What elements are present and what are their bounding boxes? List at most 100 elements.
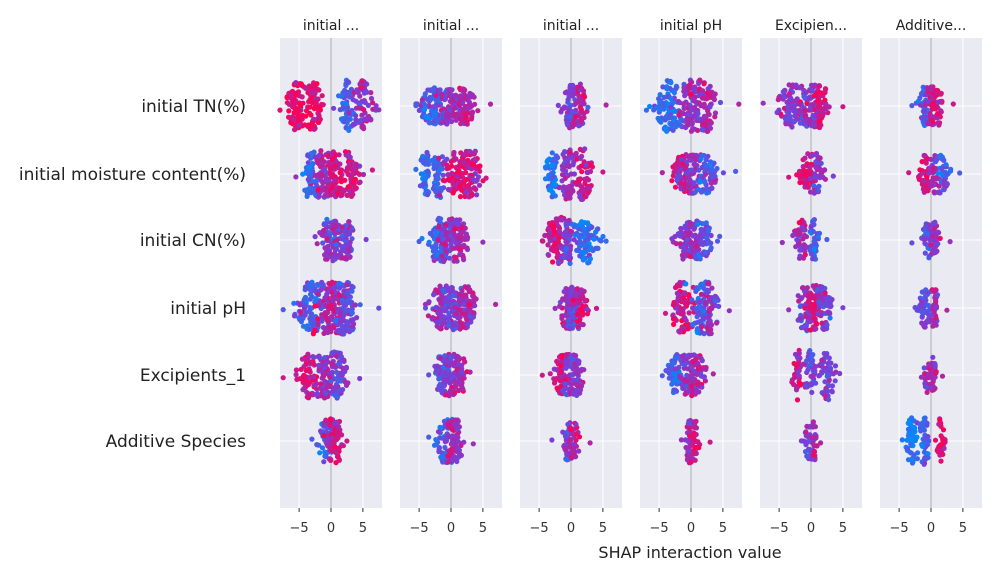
shap-point — [376, 306, 381, 311]
shap-point — [421, 101, 426, 106]
shap-point — [689, 168, 694, 173]
shap-point — [297, 93, 302, 98]
shap-point — [702, 240, 707, 245]
shap-point — [578, 307, 583, 312]
shap-point — [727, 308, 732, 313]
shap-point — [651, 107, 656, 112]
shap-point — [321, 284, 326, 289]
shap-point — [805, 117, 810, 122]
shap-point — [457, 314, 462, 319]
shap-point — [583, 163, 588, 168]
shap-point — [574, 377, 579, 382]
shap-point — [430, 315, 435, 320]
shap-point — [817, 84, 822, 89]
shap-point — [441, 259, 446, 264]
shap-point — [417, 239, 422, 244]
shap-point — [345, 193, 350, 198]
shap-point — [292, 313, 297, 318]
shap-point — [291, 301, 296, 306]
shap-point — [678, 329, 683, 334]
panel-title: initial ... — [543, 18, 599, 34]
shap-point — [678, 185, 683, 190]
shap-point — [557, 185, 562, 190]
shap-point — [715, 239, 720, 244]
x-tick-label: 0 — [447, 521, 455, 536]
shap-point — [577, 178, 582, 183]
shap-point — [585, 170, 590, 175]
shap-point — [684, 354, 689, 359]
shap-point — [349, 289, 354, 294]
shap-point — [453, 165, 458, 170]
shap-point — [557, 304, 562, 309]
shap-point — [437, 193, 442, 198]
shap-point — [664, 114, 669, 119]
shap-point — [461, 302, 466, 307]
shap-point — [671, 302, 676, 307]
shap-point — [681, 111, 686, 116]
shap-point — [470, 110, 475, 115]
shap-point — [438, 313, 443, 318]
shap-point — [454, 423, 459, 428]
shap-point — [546, 252, 551, 257]
shap-point — [337, 292, 342, 297]
shap-point — [582, 146, 587, 151]
shap-point — [702, 180, 707, 185]
shap-point — [558, 363, 563, 368]
shap-point — [556, 260, 561, 265]
shap-point — [358, 302, 363, 307]
shap-point — [703, 250, 708, 255]
shap-point — [457, 252, 462, 257]
shap-point — [441, 185, 446, 190]
shap-point — [436, 224, 441, 229]
shap-point — [679, 437, 684, 442]
shap-point — [713, 298, 718, 303]
shap-point — [358, 85, 363, 90]
shap-point — [689, 129, 694, 134]
shap-point — [692, 98, 697, 103]
shap-point — [333, 318, 338, 323]
shap-point — [562, 297, 567, 302]
shap-point — [562, 149, 567, 154]
shap-point — [571, 315, 576, 320]
shap-point — [689, 107, 694, 112]
shap-point — [661, 107, 666, 112]
shap-point — [341, 187, 346, 192]
shap-point — [435, 364, 440, 369]
shap-point — [312, 304, 317, 309]
shap-point — [671, 388, 676, 393]
shap-point — [446, 288, 451, 293]
shap-point — [660, 170, 665, 175]
shap-point — [812, 171, 817, 176]
shap-point — [700, 88, 705, 93]
shap-point — [319, 280, 324, 285]
shap-point — [675, 282, 680, 287]
shap-point — [423, 302, 428, 307]
shap-point — [436, 429, 441, 434]
shap-point — [718, 100, 723, 105]
shap-point — [593, 246, 598, 251]
shap-point — [431, 186, 436, 191]
shap-point — [804, 90, 809, 95]
shap-point — [733, 169, 738, 174]
panel-title: initial ... — [423, 18, 479, 34]
shap-point — [699, 385, 704, 390]
shap-point — [477, 183, 482, 188]
shap-point — [470, 162, 475, 167]
x-tick-label: 0 — [327, 521, 335, 536]
shap-point — [581, 93, 586, 98]
shap-point — [451, 323, 456, 328]
shap-point — [317, 450, 322, 455]
shap-point — [795, 116, 800, 121]
shap-point — [353, 302, 358, 307]
shap-point — [660, 373, 665, 378]
shap-point — [306, 382, 311, 387]
shap-point — [559, 217, 564, 222]
shap-point — [313, 91, 318, 96]
shap-point — [304, 108, 309, 113]
shap-point — [567, 150, 572, 155]
shap-point — [326, 384, 331, 389]
shap-point — [433, 437, 438, 442]
shap-point — [316, 172, 321, 177]
shap-point — [797, 85, 802, 90]
